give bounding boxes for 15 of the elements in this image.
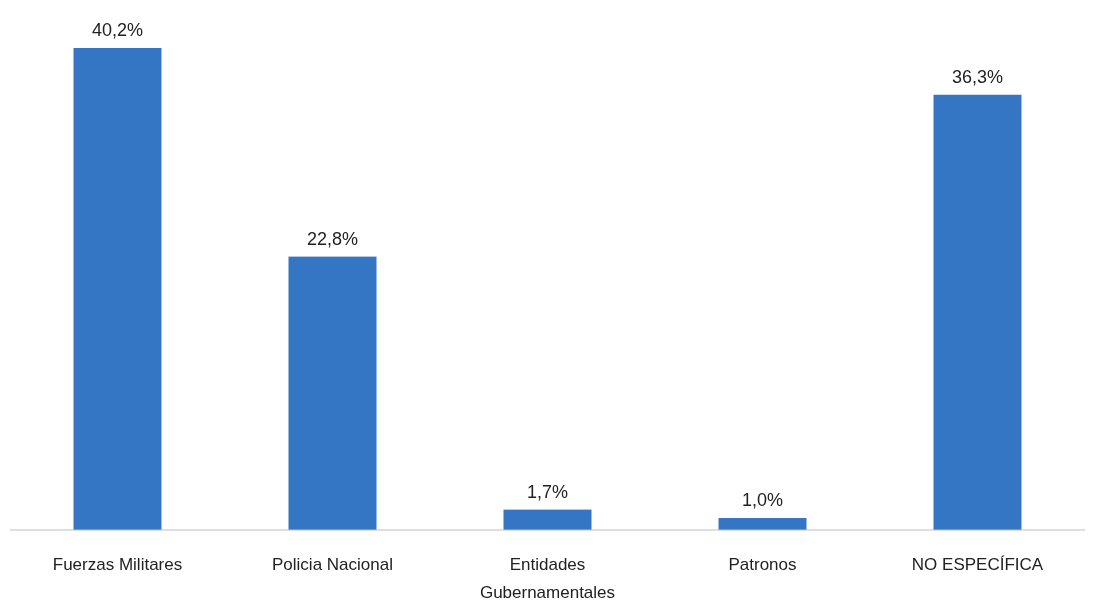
bar	[718, 518, 807, 530]
x-tick-label: NO ESPECÍFICA	[911, 555, 1044, 574]
data-label: 36,3%	[951, 66, 1004, 87]
bar	[73, 48, 162, 530]
data-label: 1,0%	[741, 490, 784, 511]
data-label: 1,7%	[526, 481, 569, 502]
bar	[503, 509, 592, 530]
x-tick-label: Policia Nacional	[272, 555, 393, 574]
data-label: 40,2%	[91, 20, 144, 40]
data-label: 22,8%	[306, 228, 359, 249]
x-tick-label: Patronos	[728, 555, 797, 574]
x-tick-label: Fuerzas Militares	[52, 555, 183, 574]
bar	[288, 256, 377, 530]
x-tick-label: Entidades Gubernamentales	[479, 555, 616, 602]
bar	[933, 94, 1022, 530]
